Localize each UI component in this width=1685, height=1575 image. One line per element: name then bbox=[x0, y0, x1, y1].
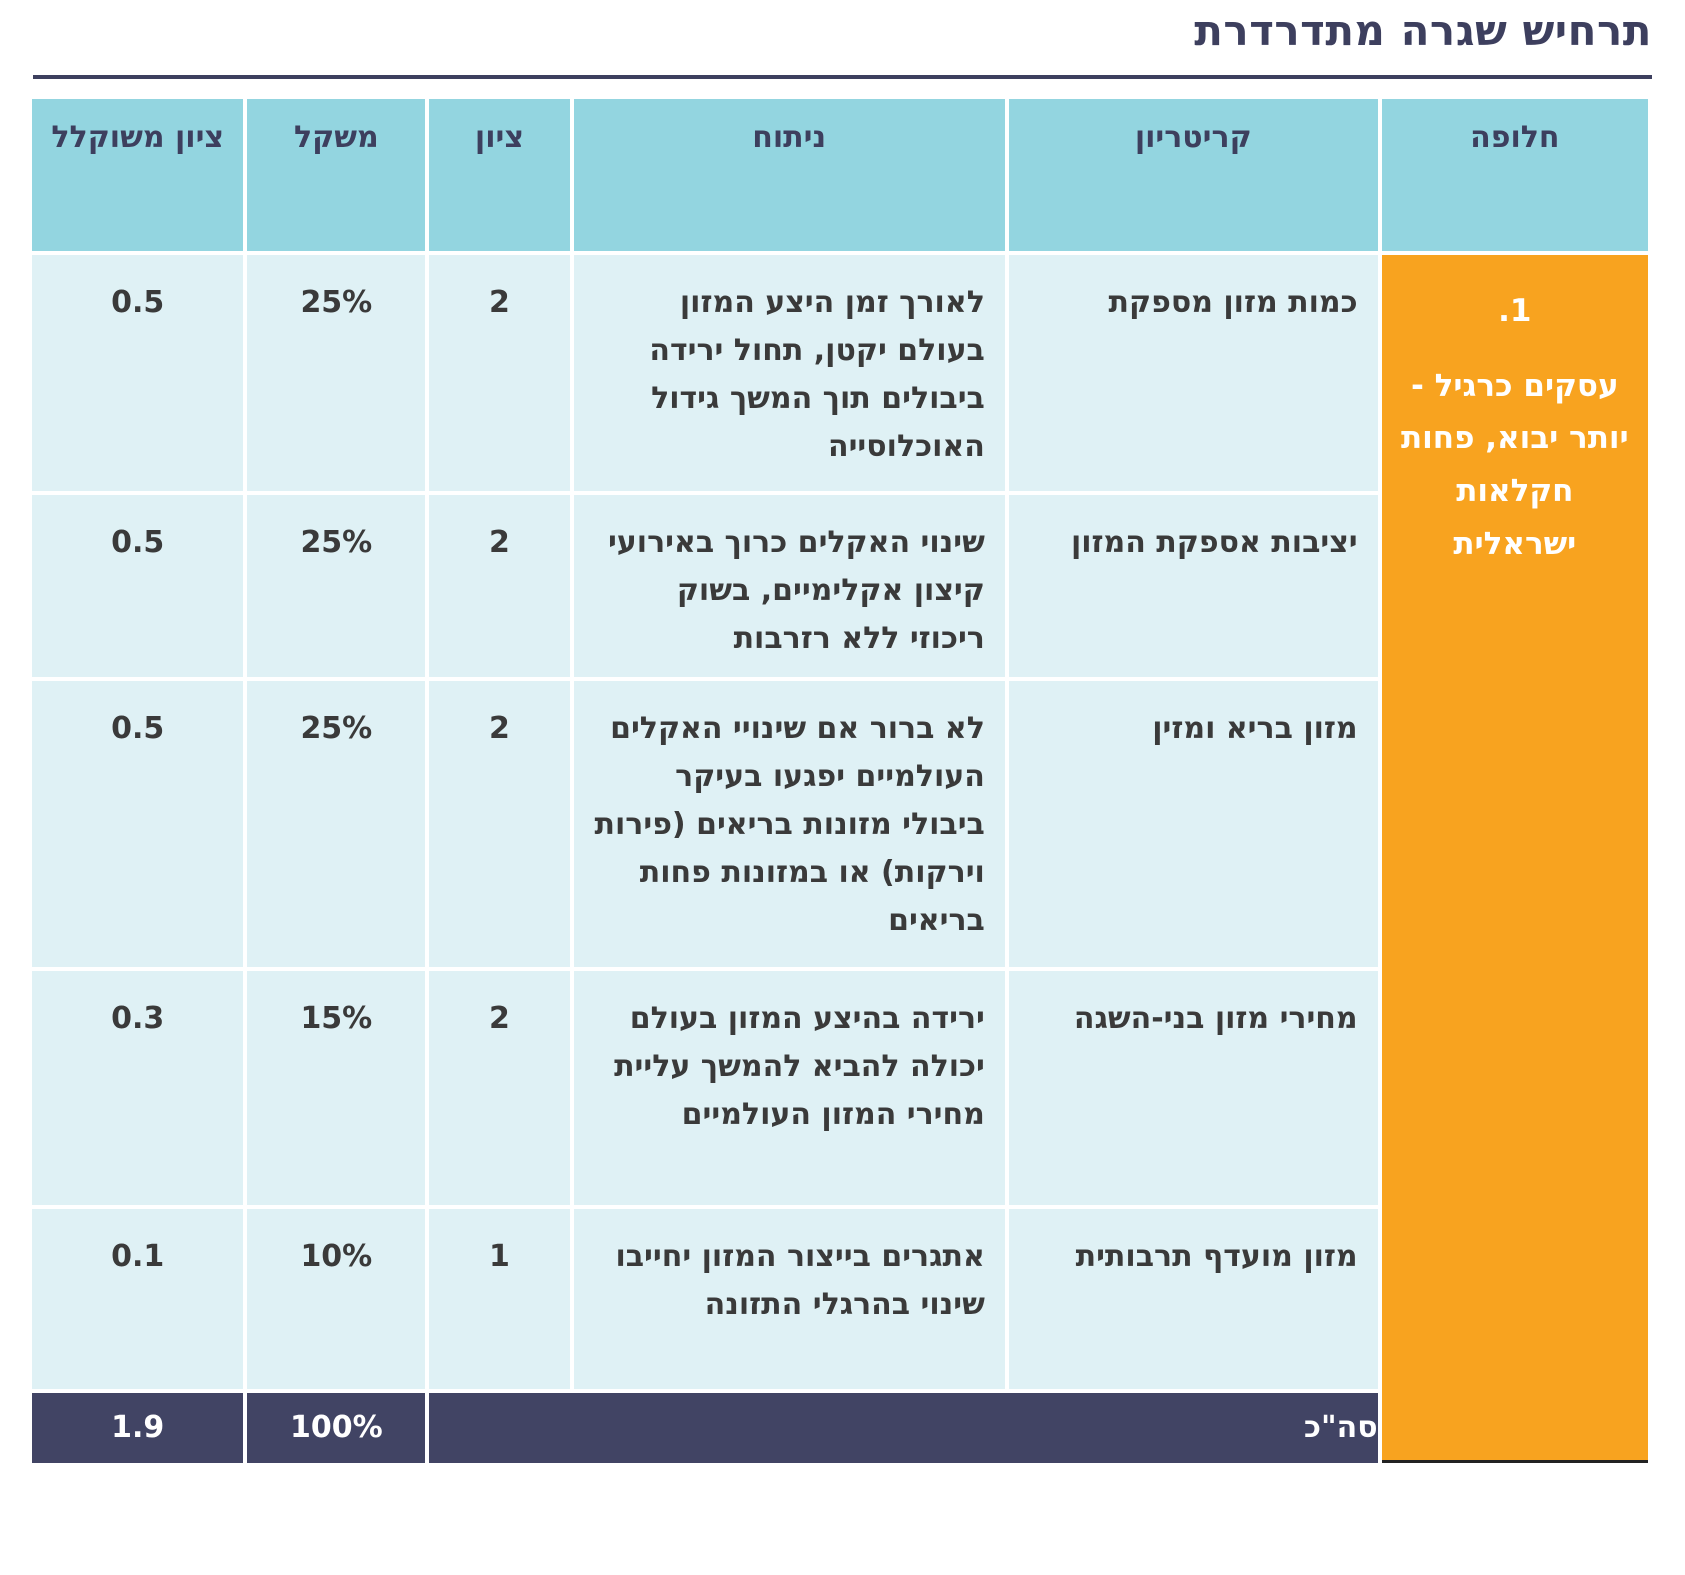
table-row: מזון מועדף תרבותית אתגרים בייצור המזון י… bbox=[32, 1209, 1648, 1389]
weighted-score-cell: 0.5 bbox=[32, 495, 244, 677]
table-row: 1. עסקים כרגיל - יותר יבוא, פחות חקלאות … bbox=[32, 255, 1648, 1463]
analysis-cell: שינוי האקלים כרוך באירועי קיצון אקלימיים… bbox=[573, 495, 1005, 677]
header-alternative: חלופה bbox=[1381, 99, 1648, 251]
header-score: ציון bbox=[429, 99, 570, 251]
score-cell: 2 bbox=[429, 495, 570, 677]
alternative-name: עסקים כרגיל - יותר יבוא, פחות חקלאות ישר… bbox=[1400, 367, 1629, 562]
weighted-score-cell: 0.5 bbox=[32, 255, 244, 491]
weight-cell: 25% bbox=[247, 681, 426, 967]
score-cell: 2 bbox=[429, 255, 570, 491]
total-row: סה"כ 100% 1.9 bbox=[32, 1393, 1648, 1463]
weighted-score-cell: 0.5 bbox=[32, 681, 244, 967]
criterion-cell: מזון בריא ומזין bbox=[1008, 681, 1378, 967]
title-divider bbox=[33, 75, 1652, 79]
table-row: מחירי מזון בני-השגה ירידה בהיצע המזון בע… bbox=[32, 971, 1648, 1205]
alternative-cell: 1. עסקים כרגיל - יותר יבוא, פחות חקלאות … bbox=[1381, 255, 1648, 1463]
criterion-cell: יציבות אספקת המזון bbox=[1008, 495, 1378, 677]
total-weight: 100% bbox=[247, 1393, 426, 1463]
weight-cell: 15% bbox=[247, 971, 426, 1205]
total-weighted-score: 1.9 bbox=[32, 1393, 244, 1463]
analysis-cell: לא ברור אם שינויי האקלים העולמיים יפגעו … bbox=[573, 681, 1005, 967]
criterion-cell: מזון מועדף תרבותית bbox=[1008, 1209, 1378, 1389]
scenario-table: חלופה קריטריון ניתוח ציון משקל ציון משוק… bbox=[28, 95, 1652, 1467]
analysis-cell: אתגרים בייצור המזון יחייבו שינוי בהרגלי … bbox=[573, 1209, 1005, 1389]
header-weight: משקל bbox=[247, 99, 426, 251]
total-label: סה"כ bbox=[429, 1393, 1378, 1463]
criterion-cell: כמות מזון מספקת bbox=[1008, 255, 1378, 491]
analysis-cell: לאורך זמן היצע המזון בעולם יקטן, תחול יר… bbox=[573, 255, 1005, 491]
header-analysis: ניתוח bbox=[573, 99, 1005, 251]
score-cell: 2 bbox=[429, 971, 570, 1205]
criterion-cell: מחירי מזון בני-השגה bbox=[1008, 971, 1378, 1205]
alternative-number: 1. bbox=[1498, 293, 1532, 329]
weighted-score-cell: 0.3 bbox=[32, 971, 244, 1205]
weight-cell: 10% bbox=[247, 1209, 426, 1389]
header-weighted-score: ציון משוקלל bbox=[32, 99, 244, 251]
weighted-score-cell: 0.1 bbox=[32, 1209, 244, 1389]
weight-cell: 25% bbox=[247, 495, 426, 677]
page-title: תרחיש שגרה מתדרדרת bbox=[1194, 6, 1652, 55]
score-cell: 2 bbox=[429, 681, 570, 967]
table-header-row: חלופה קריטריון ניתוח ציון משקל ציון משוק… bbox=[32, 99, 1648, 251]
weight-cell: 25% bbox=[247, 255, 426, 491]
score-cell: 1 bbox=[429, 1209, 570, 1389]
table-row: יציבות אספקת המזון שינוי האקלים כרוך באי… bbox=[32, 495, 1648, 677]
table-row: מזון בריא ומזין לא ברור אם שינויי האקלים… bbox=[32, 681, 1648, 967]
header-criterion: קריטריון bbox=[1008, 99, 1378, 251]
analysis-cell: ירידה בהיצע המזון בעולם יכולה להביא להמש… bbox=[573, 971, 1005, 1205]
